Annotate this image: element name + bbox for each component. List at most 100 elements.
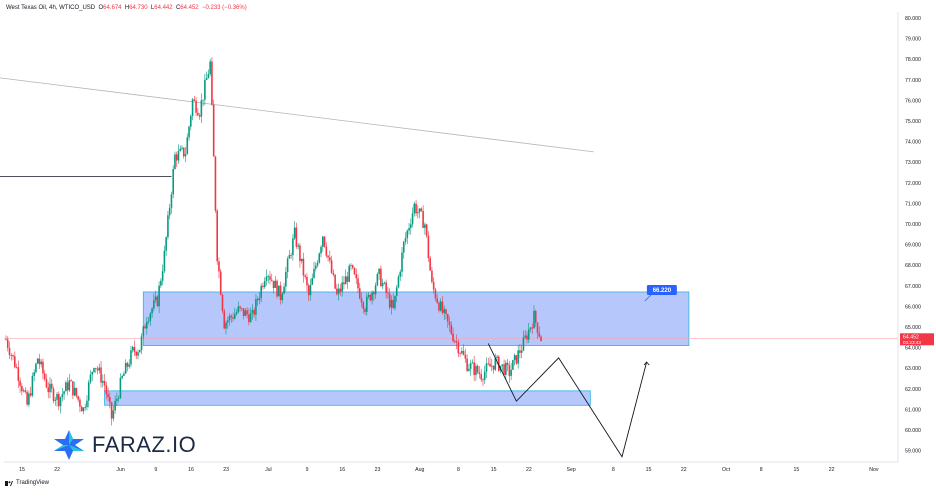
candle-body [263,281,266,288]
candle-body [394,295,396,308]
price-tick-label: 66.000 [905,304,921,310]
candle-body [388,293,391,308]
candle-body [332,272,335,275]
candle-body [75,387,78,397]
logo-text: FARAZ.IO [92,432,197,457]
candle-body [371,292,373,301]
candle-body [163,250,166,272]
candle-body [364,308,366,312]
time-tick-label: 22 [54,467,60,473]
candle-body [110,402,113,419]
candle-body [77,396,79,400]
candle-body [413,203,416,214]
candle-body [12,355,14,357]
high-value: 64.730 [129,5,148,11]
candle-body [427,235,430,258]
candle-body [540,336,542,342]
candle-body [478,372,481,375]
candle-body [348,265,350,282]
candle-body [29,393,32,396]
candle-body [302,258,305,276]
candle-body [325,246,328,256]
candle-body [443,309,446,313]
price-tick-label: 60.000 [905,428,921,434]
candle-body [260,285,262,298]
candle-body [496,356,498,359]
price-tick-label: 65.000 [905,325,921,331]
faraz-logo: FARAZ.IO [52,428,196,462]
candle-body [397,276,400,288]
candle-body [434,289,437,299]
candle-body [154,296,157,301]
instrument-title[interactable]: West Texas Oil, 4h, WTICO_USD [6,5,96,11]
time-tick-label: 8 [457,467,460,473]
candle-body [15,367,18,369]
tradingview-brand[interactable]: TradingView [5,480,49,486]
candle-body [439,301,442,311]
candle-body [402,241,405,253]
candle-body [269,276,271,280]
candle-body [204,79,206,100]
candle-body [211,61,213,105]
time-tick-label: 15 [646,467,652,473]
candle-body [285,272,287,287]
last-price-countdown: 03:23:43 [903,340,921,345]
candle-body [181,147,183,149]
candle-body [343,282,345,285]
candle-body [529,327,532,330]
candle-body [459,353,461,354]
candle-body [241,308,243,309]
time-tick-label: 22 [829,467,835,473]
candle-body [40,361,42,365]
candle-body [248,314,250,323]
candle-body [123,373,125,376]
candle-body [385,282,387,293]
candle-body [432,281,435,290]
candle-body [14,356,16,368]
candle-body [45,379,48,388]
candle-body [28,393,30,405]
price-tick-label: 61.000 [905,407,921,413]
candle-body [462,351,465,355]
candle-body [38,358,41,365]
low-value: 64.442 [154,5,173,11]
candle-body [184,154,187,157]
time-tick-label: 22 [526,467,532,473]
candle-body [52,388,55,401]
candle-body [131,346,134,351]
candle-body [410,224,412,229]
candle-body [209,61,211,74]
candle-body [91,371,94,375]
candle-body [242,308,245,316]
candle-body [336,288,338,295]
candle-body [329,257,331,261]
candle-body [135,351,138,356]
price-tick-label: 72.000 [905,181,921,187]
candle-body [156,296,159,307]
candle-body [230,315,233,318]
candle-body [253,309,255,315]
candle-body [270,279,273,281]
candle-body [234,314,236,319]
candle-body [235,312,238,315]
candle-body [279,285,282,301]
candle-body [26,392,28,405]
open-value: 64.674 [103,5,122,11]
candle-body [65,382,67,392]
candle-body [425,224,428,236]
candle-body [286,258,289,273]
candle-body [251,309,254,314]
candle-body [205,78,208,80]
projection-arrow-head [643,361,650,366]
candle-body [274,280,277,288]
time-tick-label: 8 [612,467,615,473]
candle-body [202,99,204,101]
candle-body [350,265,352,266]
candle-body [197,112,199,116]
candle-body [498,356,500,371]
candle-body [42,361,44,374]
candle-body [149,313,152,321]
candle-body [121,375,123,378]
